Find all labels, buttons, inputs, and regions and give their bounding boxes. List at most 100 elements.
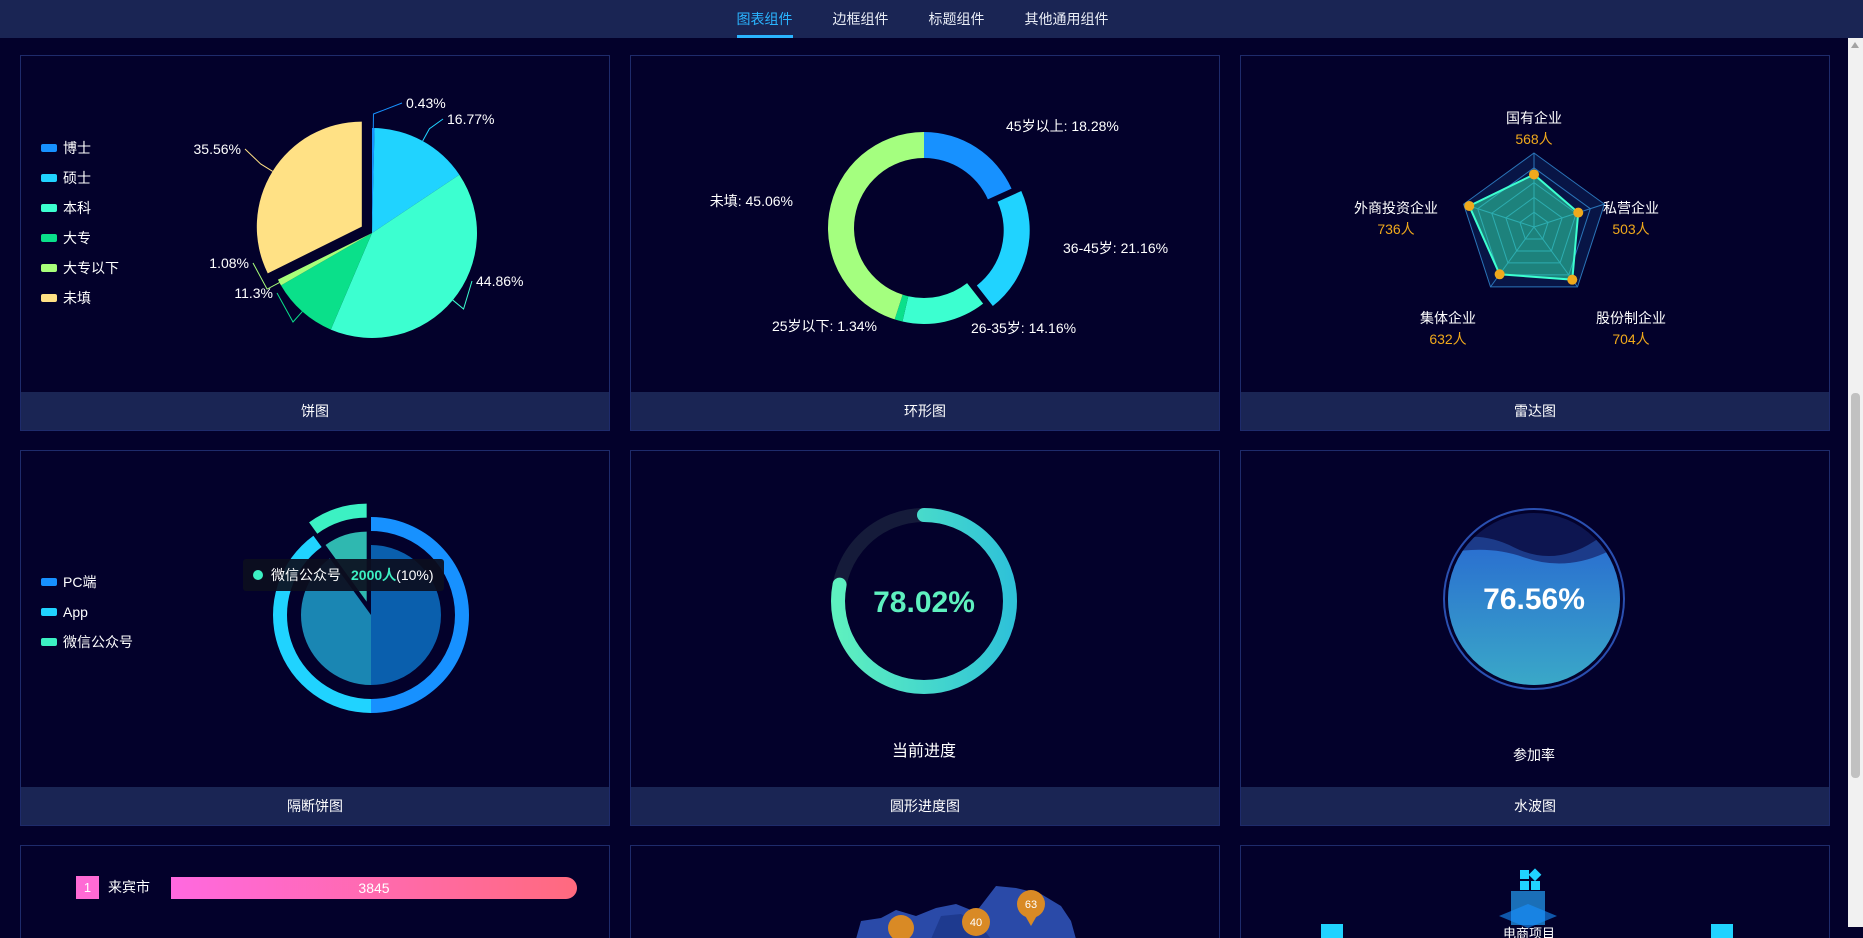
legend-swatch	[41, 608, 57, 616]
ring-data-label: 25岁以下: 1.34%	[772, 318, 877, 334]
radar-indicator-label: 股份制企业	[1596, 310, 1666, 326]
gauge-progress-arc	[831, 508, 1017, 694]
legend-swatch	[41, 204, 57, 212]
tab-title-components[interactable]: 标题组件	[928, 11, 985, 27]
legend-item[interactable]: 本科	[41, 193, 119, 223]
pie-slice[interactable]	[280, 233, 372, 330]
ring-data-label: 26-35岁: 14.16%	[971, 320, 1076, 336]
legend-swatch	[41, 264, 57, 272]
radar-area	[1467, 173, 1580, 281]
ring-card-footer: 环形图	[631, 392, 1219, 430]
liquid-outline	[1443, 508, 1625, 690]
legend-item[interactable]: PC端	[41, 567, 133, 597]
radar-point[interactable]	[1573, 207, 1584, 218]
project-label: 电商项目	[1503, 926, 1555, 938]
gap-pie-chart	[273, 503, 469, 713]
project-icon	[1499, 868, 1557, 928]
ring-slice[interactable]	[924, 132, 1012, 200]
map-chart: 40 63	[856, 886, 1076, 938]
ring-data-label: 45岁以上: 18.28%	[1006, 118, 1119, 134]
pie-data-label: 11.3%	[234, 285, 273, 301]
progress-chart: 78.02% 当前进度	[831, 508, 1017, 760]
map-pin[interactable]: 63	[1017, 890, 1045, 926]
ring-chart: 45岁以上: 18.28% 36-45岁: 21.16% 26-35岁: 14.16…	[710, 118, 1168, 336]
pie-legend: 博士 硕士 本科 大专 大专以下 未填	[41, 133, 119, 313]
legend-item[interactable]: 微信公众号	[41, 627, 133, 657]
pie-slice[interactable]	[330, 174, 478, 339]
legend-swatch	[41, 174, 57, 182]
gap-pie-outer-slice[interactable]	[309, 503, 367, 534]
radar-point[interactable]	[1464, 200, 1475, 211]
page-scrollbar[interactable]	[1848, 38, 1863, 927]
water-chart: 76.56% 参加率	[1443, 508, 1625, 763]
radar-point[interactable]	[1567, 274, 1578, 285]
tab-other-components[interactable]: 其他通用组件	[1024, 11, 1109, 27]
scroll-up-arrow-icon[interactable]	[1851, 42, 1859, 48]
legend-item[interactable]: 大专	[41, 223, 119, 253]
gap-pie-outer-slice[interactable]	[273, 535, 371, 713]
ring-data-label: 36-45岁: 21.16%	[1063, 240, 1168, 256]
progress-card: 78.02% 当前进度 圆形进度图	[630, 450, 1220, 826]
legend-item[interactable]: App	[41, 597, 133, 627]
top-nav: 图表组件 边框组件 标题组件 其他通用组件	[0, 0, 1863, 38]
legend-item[interactable]: 博士	[41, 133, 119, 163]
radar-card-footer: 雷达图	[1241, 392, 1829, 430]
pie-slice[interactable]	[372, 128, 375, 233]
map-pin-label: 40	[970, 917, 982, 929]
pie-label-line	[276, 292, 303, 323]
legend-item[interactable]: 未填	[41, 283, 119, 313]
legend-label: 大专以下	[63, 260, 119, 276]
tooltip-dot	[253, 570, 263, 580]
radar-point[interactable]	[1529, 169, 1539, 180]
water-card-footer: 水波图	[1241, 787, 1829, 825]
ring-data-label: 未填: 45.06%	[710, 193, 793, 209]
ring-slice[interactable]	[894, 294, 909, 322]
scrollbar-thumb[interactable]	[1851, 393, 1860, 778]
pie-data-label: 44.86%	[476, 273, 523, 289]
legend-label: 未填	[63, 290, 91, 306]
liquid-caption: 参加率	[1513, 747, 1555, 763]
pie-label-line	[252, 262, 280, 290]
legend-item[interactable]: 大专以下	[41, 253, 119, 283]
ring-slice[interactable]	[902, 283, 984, 324]
pie-data-label: 1.08%	[209, 255, 249, 271]
legend-label: 大专	[63, 230, 91, 246]
radar-indicator-label: 外商投资企业	[1354, 200, 1438, 216]
map-pin-label: 63	[1025, 899, 1037, 911]
legend-label: PC端	[63, 574, 97, 590]
radar-indicator-label: 集体企业	[1420, 310, 1476, 326]
ring-slice[interactable]	[827, 132, 924, 320]
gap-pie-legend: PC端 App 微信公众号	[41, 567, 133, 657]
legend-label: 微信公众号	[63, 634, 133, 650]
gauge-caption: 当前进度	[892, 742, 956, 760]
pie-chart: 0.43%16.77% 44.86% 11.3% 1.08% 35.56%	[194, 95, 523, 339]
pie-slice[interactable]	[277, 233, 372, 286]
pie-slice[interactable]	[256, 121, 362, 274]
radar-value-label: 736人	[1377, 221, 1414, 237]
legend-item[interactable]: 硕士	[41, 163, 119, 193]
liquid-front-wave	[1448, 545, 1620, 685]
pie-data-label: 35.56%	[194, 141, 241, 157]
tooltip-series-name: 微信公众号	[271, 567, 341, 583]
rank-badge: 1	[76, 876, 99, 899]
map-pin[interactable]: 40	[962, 908, 990, 936]
tab-chart-components[interactable]: 图表组件	[736, 0, 793, 38]
radar-value-label: 704人	[1612, 331, 1649, 347]
legend-label: 硕士	[63, 170, 91, 186]
radar-point[interactable]	[1494, 269, 1505, 280]
legend-swatch	[41, 578, 57, 586]
tab-border-components[interactable]: 边框组件	[832, 11, 889, 27]
ring-slice[interactable]	[976, 191, 1030, 307]
radar-value-label: 503人	[1612, 221, 1649, 237]
ranking-card: 1 来宾市 3845	[20, 845, 610, 938]
project-graphic: 电商项目	[1321, 868, 1733, 938]
gap-pie-outer-slice[interactable]	[371, 517, 469, 713]
water-card: 76.56% 参加率 水波图	[1240, 450, 1830, 826]
radar-value-label: 632人	[1429, 331, 1466, 347]
pie-card: 博士 硕士 本科 大专 大专以下 未填 0.43% 16.77% 44.86% 11.…	[20, 55, 610, 431]
rank-name: 来宾市	[108, 879, 150, 895]
pie-label-line	[452, 280, 473, 310]
legend-swatch	[41, 144, 57, 152]
radar-indicator-label: 国有企业	[1506, 110, 1562, 126]
pie-slice[interactable]	[372, 128, 460, 233]
